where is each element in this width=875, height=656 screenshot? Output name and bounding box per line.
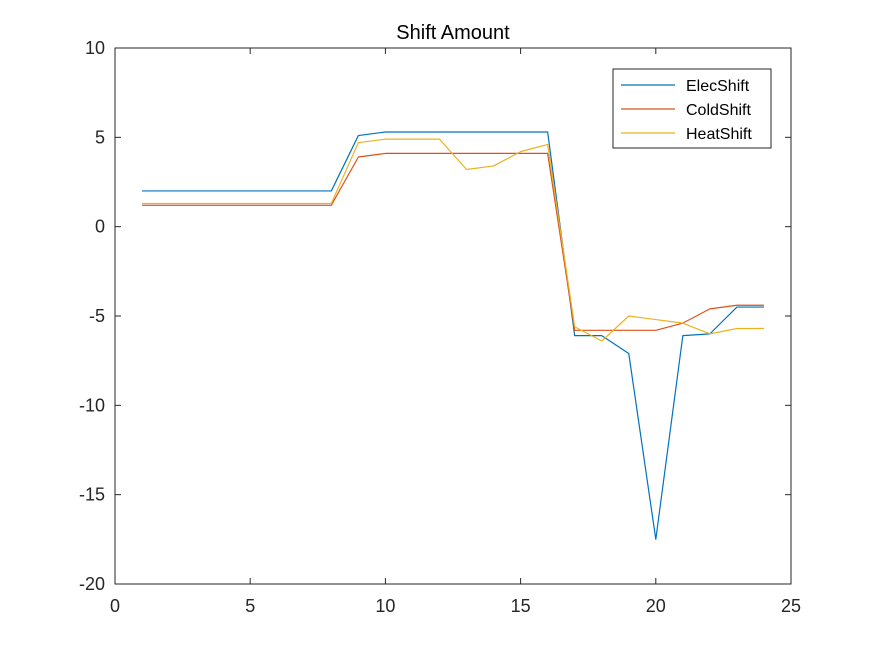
series-layer [142,131,764,540]
y-tick-label: 0 [95,217,105,237]
x-axis: 0 5 10 15 20 25 [110,48,801,616]
x-tick-label: 20 [646,596,666,616]
series-line-elecshift [142,131,764,540]
y-tick-label: -15 [79,485,105,505]
y-tick-label: 5 [95,127,105,147]
x-tick-label: 0 [110,596,120,616]
y-tick-label: -10 [79,395,105,415]
legend-label-coldshift: ColdShift [686,102,751,119]
y-axis: 10 5 0 -5 -10 -15 -20 [79,38,791,594]
x-tick-label: 5 [245,596,255,616]
series-line-heatshift [142,138,764,342]
y-tick-label: -5 [89,306,105,326]
legend-label-heatshift: HeatShift [686,126,752,143]
y-tick-label: 10 [85,38,105,58]
x-tick-label: 10 [375,596,395,616]
x-tick-label: 25 [781,596,801,616]
chart-title: Shift Amount [396,22,510,44]
x-tick-label: 15 [511,596,531,616]
legend: ElecShift ColdShift HeatShift [612,68,772,149]
y-tick-label: -20 [79,574,105,594]
legend-label-elecshift: ElecShift [686,78,750,95]
